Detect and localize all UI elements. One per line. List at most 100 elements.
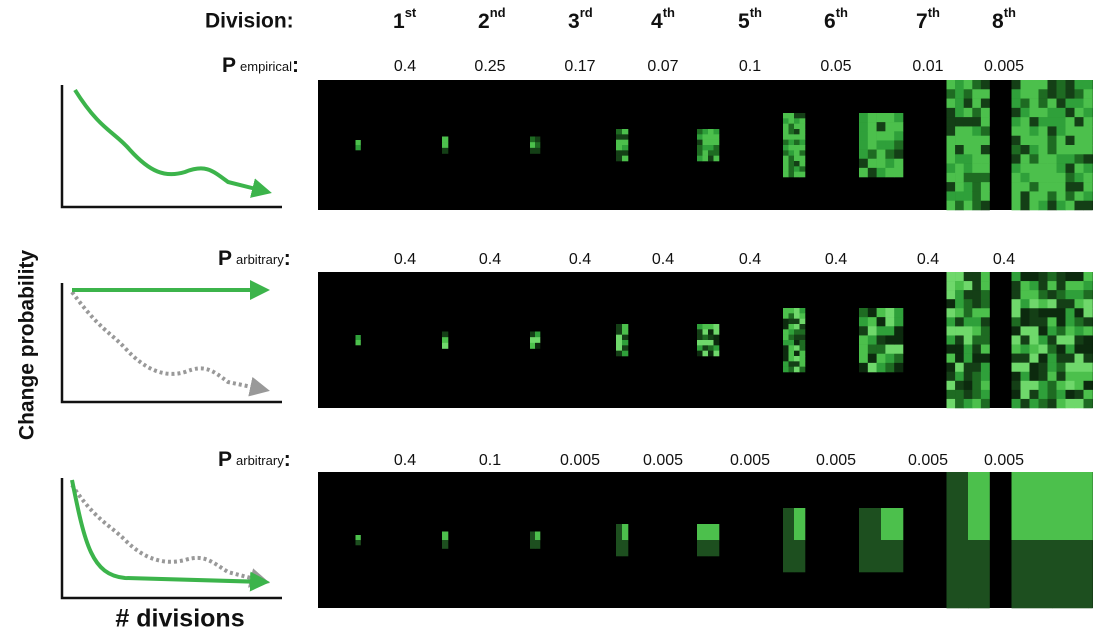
cell-pixel (794, 350, 800, 357)
cell-pixel (946, 200, 956, 211)
cell-panel (318, 472, 1093, 609)
cell-pixel (972, 145, 982, 155)
colon: : (284, 247, 291, 270)
cell-pixel (622, 340, 629, 346)
cell-pixel (963, 317, 973, 327)
cell-pixel (963, 117, 973, 127)
cell-pixel (1020, 272, 1030, 282)
cell-pixel (622, 150, 629, 156)
cell-pixel (530, 540, 536, 549)
cell-pixel (980, 308, 990, 318)
cell-pixel (972, 126, 982, 137)
curve (73, 88, 272, 198)
cell-pixel (980, 299, 990, 309)
ordinal-suffix: th (1004, 5, 1016, 20)
cell-pixel (783, 171, 789, 178)
cell-pixel (708, 155, 714, 162)
cell-pixel (980, 281, 990, 291)
cell-pixel (894, 140, 904, 150)
cell-pixel (972, 154, 982, 164)
cell-pixel (1020, 98, 1030, 109)
cell-pixel (713, 139, 720, 146)
cell-pixel (955, 380, 964, 391)
cell-pixel (1056, 135, 1066, 146)
cell-pixel (799, 161, 806, 167)
cell-pixel (1056, 398, 1066, 409)
cell-pixel (1011, 145, 1021, 155)
probability-value: 0.005 (730, 452, 770, 469)
cell-pixel (799, 356, 806, 362)
cell-pixel (1074, 335, 1084, 345)
cell-pixel (1020, 281, 1030, 291)
cell-pixel (1038, 371, 1048, 382)
cell-pixel (442, 136, 449, 143)
cell-pixel (859, 113, 869, 123)
cell-pixel (1029, 272, 1039, 282)
cell-pixel (955, 335, 964, 345)
cell-pixel (794, 345, 800, 351)
cell-pixel (535, 531, 541, 541)
cell-pixel (622, 324, 629, 330)
cell-pixel (616, 145, 623, 151)
cell-pixel (946, 389, 956, 400)
cell-pixel (1047, 317, 1057, 327)
cell-pixel (946, 380, 956, 391)
cell-pixel (972, 191, 982, 202)
cell-pixel (1011, 272, 1021, 282)
cell-pixel (972, 117, 982, 127)
cell-pixel (713, 134, 720, 140)
cell-pixel (1083, 145, 1093, 155)
cell-pixel (946, 117, 956, 127)
cell-pixel (1020, 290, 1030, 300)
cell-pixel (1065, 353, 1075, 363)
cell-pixel (1056, 380, 1066, 391)
cell-pixel (1047, 362, 1057, 373)
cell-pixel (1038, 308, 1048, 318)
cell-pixel (867, 167, 877, 178)
ordinal-number: 3 (568, 10, 580, 33)
cell-pixel (885, 140, 895, 150)
cell-pixel (713, 155, 720, 162)
cell-pixel (963, 380, 973, 391)
cell-pixel (1020, 126, 1030, 137)
cell-pixel (788, 318, 795, 325)
cell-pixel (955, 362, 964, 373)
cell-pixel (794, 145, 800, 151)
cell-pixel (1083, 380, 1093, 391)
cell-pixel (713, 129, 720, 135)
cell-pixel (1065, 380, 1075, 391)
cell-pixel (1020, 172, 1030, 183)
cell-pixel (859, 353, 869, 364)
cell-pixel (616, 540, 623, 557)
cell-pixel (1038, 353, 1048, 363)
cell-pixel (788, 361, 795, 367)
cell-pixel (794, 134, 800, 140)
cell-pixel (894, 326, 904, 336)
cell-pixel (1074, 308, 1084, 318)
cell-pixel (713, 340, 720, 346)
cell-pixel (708, 145, 714, 151)
cell-pixel (1065, 98, 1075, 109)
cell-pixel (894, 113, 904, 123)
cell-pixel (1065, 191, 1075, 202)
cell-pixel (946, 335, 956, 345)
cell-pixel (1074, 389, 1084, 400)
cell-pixel (946, 182, 956, 192)
cell-pixel (1011, 80, 1021, 90)
cell-pixel (1047, 163, 1057, 174)
cell-pixel (946, 107, 956, 118)
cell-pixel (1011, 371, 1021, 382)
cell-pixel (1029, 182, 1039, 192)
cell-pixel (955, 299, 964, 309)
cell-pixel (980, 126, 990, 137)
cell-pixel (783, 166, 789, 172)
cell-pixel (955, 281, 964, 291)
cell-pixel (616, 345, 623, 351)
cell-pixel (859, 540, 882, 573)
cell-pixel (946, 371, 956, 382)
cell-pixel (1047, 80, 1057, 90)
cell-pixel (955, 163, 964, 174)
cell-pixel (963, 200, 973, 211)
cell-pixel (1074, 182, 1084, 192)
